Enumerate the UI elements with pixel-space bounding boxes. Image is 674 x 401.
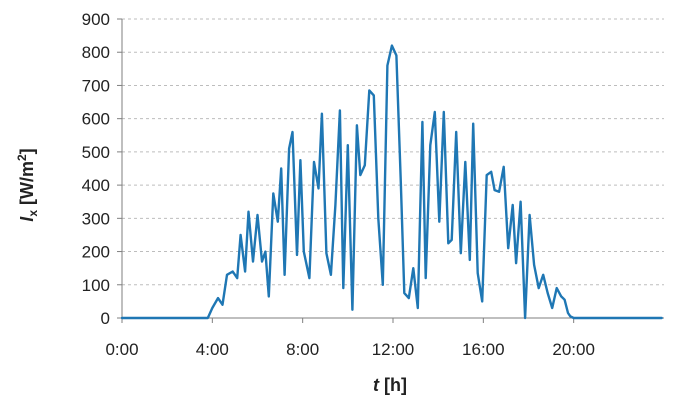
series-layer xyxy=(120,44,663,320)
y-tick-label-0: 0 xyxy=(101,309,110,328)
x-tick-label-4: 4:00 xyxy=(196,340,229,359)
x-tick-label-20: 20:00 xyxy=(552,340,595,359)
y-tick-label-600: 600 xyxy=(82,110,110,129)
tick-labels: 0 100 200 300 400 500 600 700 800 900 0:00 4:00 8:00… xyxy=(82,10,595,359)
y-tick-label-200: 200 xyxy=(82,243,110,262)
axes xyxy=(117,18,664,323)
y-tick-label-900: 900 xyxy=(82,10,110,29)
y-tick-label-100: 100 xyxy=(82,276,110,295)
x-tick-label-0: 0:00 xyxy=(105,340,138,359)
x-tick-label-12: 12:00 xyxy=(372,340,415,359)
x-axis-title: t [h] xyxy=(373,375,407,395)
x-tick-label-8: 8:00 xyxy=(286,340,319,359)
y-tick-label-500: 500 xyxy=(82,143,110,162)
y-axis-title: Ix [W/m2] xyxy=(15,148,40,221)
gridlines xyxy=(122,18,664,286)
series-line-0 xyxy=(120,44,663,320)
y-tick-label-400: 400 xyxy=(82,176,110,195)
y-tick-label-300: 300 xyxy=(82,209,110,228)
y-tick-label-700: 700 xyxy=(82,76,110,95)
y-tick-label-800: 800 xyxy=(82,43,110,62)
x-tick-label-16: 16:00 xyxy=(462,340,505,359)
